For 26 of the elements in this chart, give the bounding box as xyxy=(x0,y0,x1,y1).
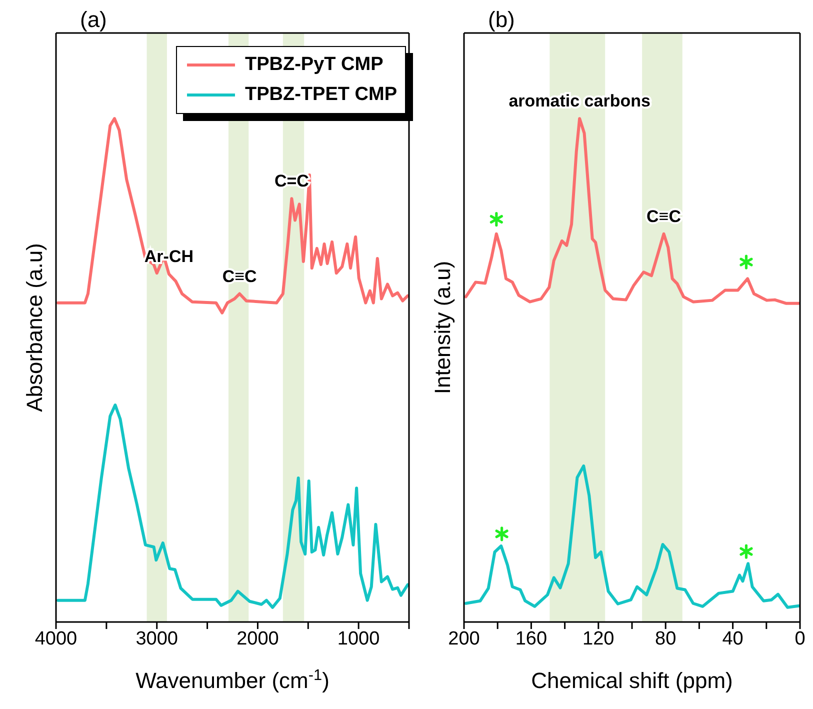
legend-label: TPBZ-TPET CMP xyxy=(245,84,397,106)
x-tick-label: 200 xyxy=(448,628,480,650)
y-axis-title: Absorbance (a.u) xyxy=(22,243,46,412)
annotation: C≡C xyxy=(646,206,681,226)
x-axis-title: Chemical shift (ppm) xyxy=(531,668,733,693)
x-tick-label: 120 xyxy=(582,628,614,650)
annotation: aromatic carbons xyxy=(508,92,650,111)
x-tick-label: 2000 xyxy=(236,628,279,650)
x-tick-label: 0 xyxy=(794,628,806,650)
point xyxy=(495,526,508,542)
chart-title: (b) xyxy=(487,7,516,32)
x-tick-label: 4000 xyxy=(34,628,78,650)
point xyxy=(740,544,753,559)
legend-label: TPBZ-PyT CMP xyxy=(245,54,384,76)
x-tick-label: 160 xyxy=(515,628,548,650)
x-tick-label: 1000 xyxy=(337,628,380,650)
x-axis-title: Wavenumber (cm$^{-1}$) xyxy=(136,666,330,693)
chart-title: (a) xyxy=(79,7,108,32)
x-tick-label: 3000 xyxy=(136,628,178,650)
x-tick-label: 40 xyxy=(722,628,744,650)
point xyxy=(740,254,753,270)
annotation: C=C xyxy=(274,172,309,191)
y-axis-title: Intensity (a.u) xyxy=(430,260,454,394)
annotation: C≡C xyxy=(222,266,257,286)
point xyxy=(490,212,503,227)
x-tick-label: 80 xyxy=(655,628,676,650)
